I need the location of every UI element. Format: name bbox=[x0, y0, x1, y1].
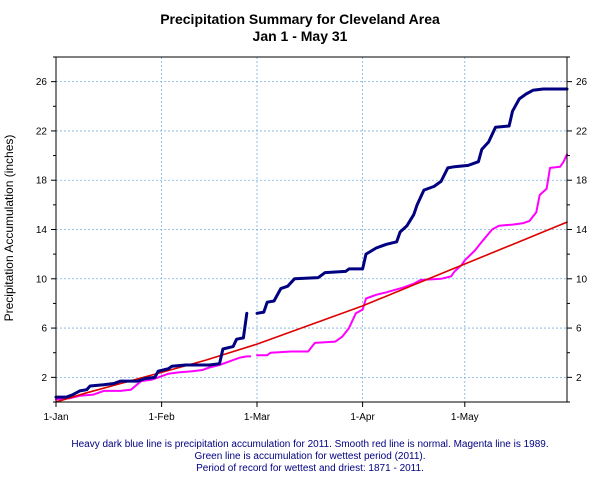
series-line-1 bbox=[55, 153, 568, 401]
x-tick-label: 1-May bbox=[451, 412, 479, 423]
chart-subtitle: Jan 1 - May 31 bbox=[253, 28, 348, 44]
grid-lines bbox=[56, 57, 567, 402]
y-tick-label-right: 22 bbox=[576, 126, 588, 137]
y-tick-label-left: 14 bbox=[36, 225, 48, 236]
series-line-3 bbox=[54, 87, 569, 399]
series-line-2 bbox=[55, 221, 568, 403]
y-tick-label-right: 26 bbox=[576, 77, 588, 88]
x-tick-label: 1-Mar bbox=[244, 412, 271, 423]
y-tick-label-right: 18 bbox=[576, 176, 588, 187]
y-tick-label-left: 2 bbox=[41, 373, 47, 384]
y-tick-label-left: 6 bbox=[41, 324, 47, 335]
y-tick-label-right: 14 bbox=[576, 225, 588, 236]
chart-title: Precipitation Summary for Cleveland Area bbox=[160, 11, 440, 27]
x-tick-label: 1-Jan bbox=[43, 412, 68, 423]
y-tick-label-right: 6 bbox=[576, 324, 582, 335]
y-tick-label-left: 10 bbox=[36, 274, 48, 285]
x-tick-label: 1-Apr bbox=[350, 412, 375, 423]
series-layer bbox=[54, 87, 569, 403]
y-axis-label: Precipitation Accumulation (inches) bbox=[2, 135, 16, 322]
y-tick-label-left: 26 bbox=[36, 77, 48, 88]
y-tick-label-right: 10 bbox=[576, 274, 588, 285]
caption-line-3: Period of record for wettest and driest:… bbox=[196, 463, 424, 474]
y-tick-label-left: 18 bbox=[36, 176, 48, 187]
caption-line-1: Heavy dark blue line is precipitation ac… bbox=[71, 439, 548, 450]
y-tick-label-right: 2 bbox=[576, 373, 582, 384]
x-tick-label: 1-Feb bbox=[149, 412, 176, 423]
caption-line-2: Green line is accumulation for wettest p… bbox=[194, 451, 425, 462]
y-tick-label-left: 22 bbox=[36, 126, 48, 137]
